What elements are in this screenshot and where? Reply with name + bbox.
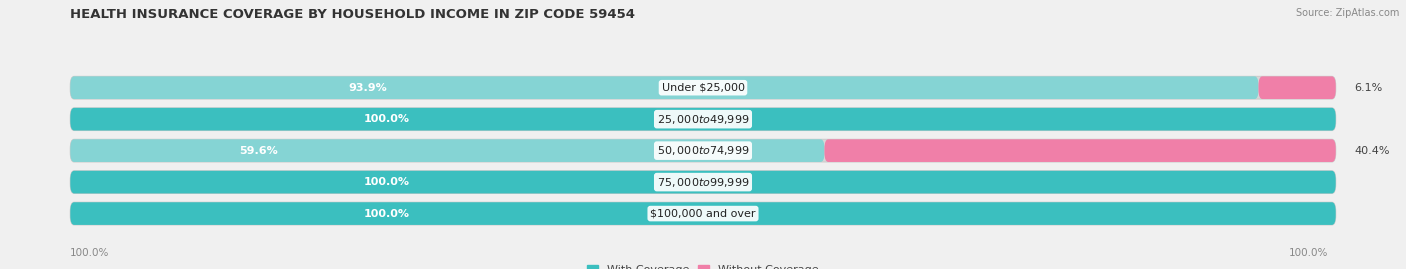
Text: $75,000 to $99,999: $75,000 to $99,999	[657, 176, 749, 189]
Text: 93.9%: 93.9%	[347, 83, 387, 93]
FancyBboxPatch shape	[70, 139, 824, 162]
Text: $25,000 to $49,999: $25,000 to $49,999	[657, 113, 749, 126]
Text: 59.6%: 59.6%	[239, 146, 278, 156]
FancyBboxPatch shape	[70, 202, 1336, 225]
Text: 100.0%: 100.0%	[364, 177, 409, 187]
Text: 100.0%: 100.0%	[1289, 248, 1329, 258]
Text: Source: ZipAtlas.com: Source: ZipAtlas.com	[1295, 8, 1399, 18]
FancyBboxPatch shape	[1258, 76, 1336, 99]
Text: Under $25,000: Under $25,000	[661, 83, 745, 93]
Text: $100,000 and over: $100,000 and over	[650, 208, 756, 219]
FancyBboxPatch shape	[70, 76, 1336, 99]
Text: HEALTH INSURANCE COVERAGE BY HOUSEHOLD INCOME IN ZIP CODE 59454: HEALTH INSURANCE COVERAGE BY HOUSEHOLD I…	[70, 8, 636, 21]
Text: 100.0%: 100.0%	[70, 248, 110, 258]
Legend: With Coverage, Without Coverage: With Coverage, Without Coverage	[588, 265, 818, 269]
Text: 100.0%: 100.0%	[364, 114, 409, 124]
FancyBboxPatch shape	[70, 171, 1336, 193]
FancyBboxPatch shape	[70, 76, 1258, 99]
FancyBboxPatch shape	[70, 202, 1336, 225]
Text: 40.4%: 40.4%	[1355, 146, 1391, 156]
FancyBboxPatch shape	[70, 108, 1336, 130]
FancyBboxPatch shape	[70, 139, 1336, 162]
FancyBboxPatch shape	[70, 171, 1336, 193]
Text: 6.1%: 6.1%	[1355, 83, 1384, 93]
Text: $50,000 to $74,999: $50,000 to $74,999	[657, 144, 749, 157]
Text: 100.0%: 100.0%	[364, 208, 409, 219]
FancyBboxPatch shape	[70, 108, 1336, 130]
FancyBboxPatch shape	[824, 139, 1336, 162]
